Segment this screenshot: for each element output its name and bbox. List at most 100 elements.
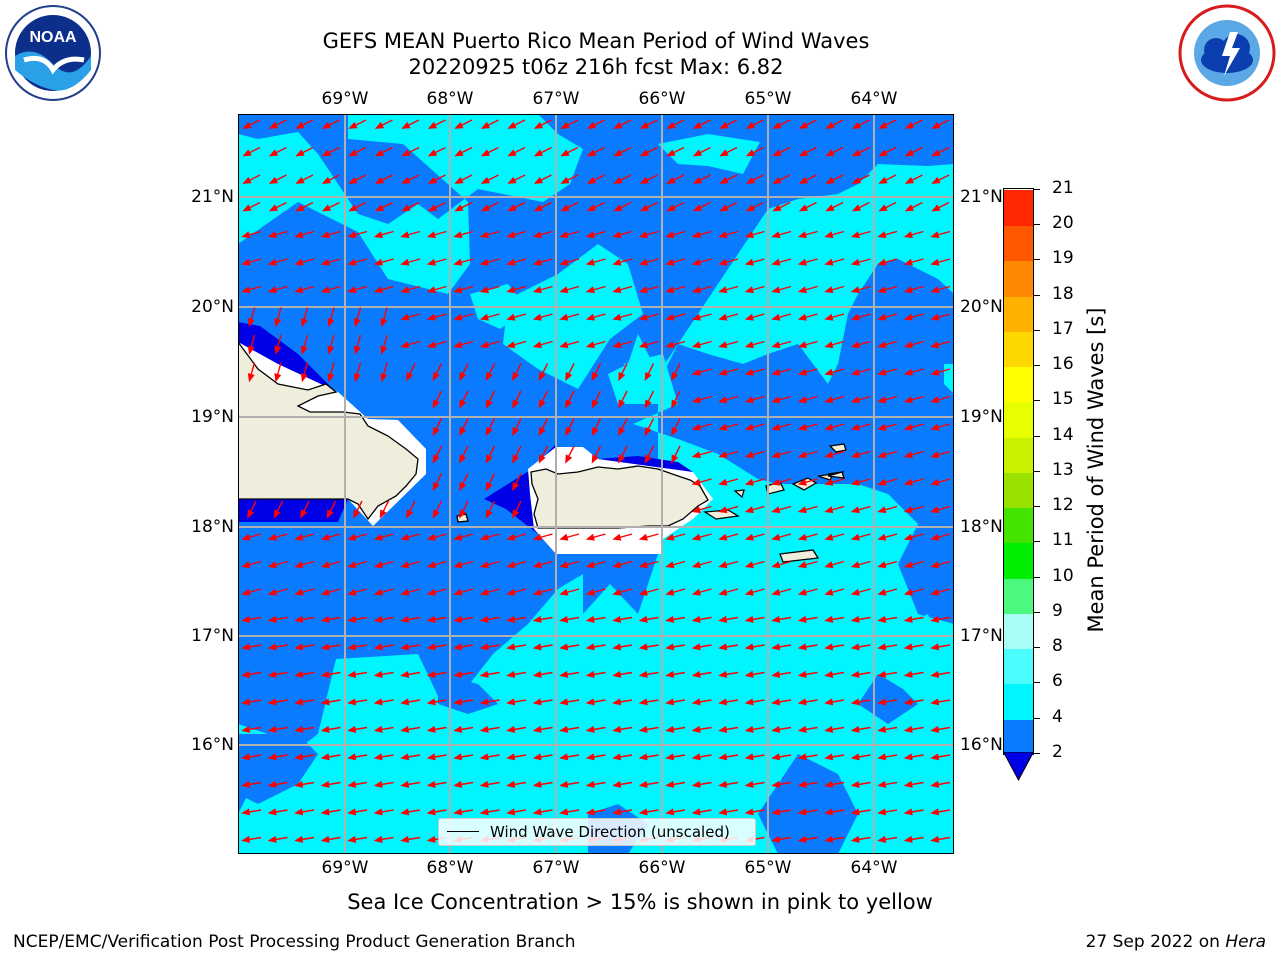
wave-arrow-head <box>533 176 544 184</box>
wave-arrow-head <box>453 258 463 266</box>
wave-arrow-head <box>744 231 754 239</box>
wave-arrow-head <box>744 643 754 651</box>
wave-arrow-head <box>745 176 756 184</box>
wave-arrow-head <box>797 258 807 266</box>
colorbar-tick-mark <box>1033 189 1040 190</box>
colorbar-tick-mark <box>1033 436 1040 437</box>
wave-arrow-head <box>373 698 383 706</box>
wave-arrow-head <box>613 121 623 129</box>
wave-arrow-head <box>267 258 277 266</box>
wave-arrow-head <box>797 396 807 404</box>
wave-arrow-head <box>532 670 542 678</box>
wave-arrow-head <box>532 533 542 541</box>
wave-arrow-head <box>585 533 595 541</box>
wave-arrow-head <box>638 670 648 678</box>
wave-arrow-head <box>426 561 436 569</box>
wave-arrow-head <box>559 588 569 596</box>
wave-arrow-head <box>320 643 330 651</box>
wave-arrow-head <box>532 725 542 733</box>
legend-line-sample <box>447 831 479 832</box>
wave-arrow-head <box>771 231 781 239</box>
colorbar-segment <box>1004 648 1033 684</box>
lat-label: 21°N <box>960 187 1003 207</box>
colorbar-segment <box>1004 613 1033 649</box>
wave-arrow-head <box>930 231 940 239</box>
wave-arrow-head <box>400 670 410 678</box>
wave-arrow-head <box>585 286 595 294</box>
wave-arrow-head <box>347 698 357 706</box>
colorbar-tick-label: 12 <box>1052 495 1074 515</box>
wave-arrow-head <box>904 121 915 129</box>
wave-arrow-head <box>294 533 304 541</box>
colorbar <box>1003 188 1034 755</box>
wave-arrow-head <box>320 231 330 239</box>
wave-arrow-head <box>321 176 332 184</box>
wave-arrow-head <box>559 753 569 761</box>
wave-arrow-head <box>559 561 569 569</box>
wave-arrow-head <box>321 204 332 212</box>
wave-arrow-head <box>903 533 913 541</box>
wave-arrow-head <box>585 258 595 266</box>
wave-arrow-head <box>400 835 410 843</box>
wave-arrow-head <box>479 615 489 623</box>
wave-arrow-head <box>877 313 887 321</box>
wave-arrow-head <box>373 780 383 788</box>
wave-arrow-head <box>453 286 463 294</box>
wave-arrow-head <box>432 509 440 519</box>
wave-arrow-head <box>850 313 860 321</box>
wave-arrow-head <box>268 121 279 129</box>
wave-arrow-head <box>744 423 754 431</box>
wave-arrow-head <box>559 808 569 816</box>
land <box>238 340 847 563</box>
colorbar-tick-label: 8 <box>1052 636 1063 656</box>
noaa-logo: NOAA <box>4 4 102 102</box>
wave-arrow-head <box>878 176 888 184</box>
wave-arrow-head <box>426 258 436 266</box>
wave-arrow-head <box>507 121 517 129</box>
colorbar-segment <box>1004 366 1033 402</box>
wave-arrow-head <box>400 808 410 816</box>
wave-arrow-head <box>798 121 809 129</box>
wave-arrow-head <box>585 808 595 816</box>
wave-arrow-head <box>479 588 489 596</box>
colorbar-tick-label: 10 <box>1052 566 1074 586</box>
wave-arrow-head <box>294 561 304 569</box>
wave-arrow-head <box>532 258 542 266</box>
wave-arrow-head <box>400 753 410 761</box>
wave-arrow-head <box>300 345 308 355</box>
wave-arrow-head <box>373 835 383 843</box>
wave-arrow-head <box>348 176 358 184</box>
wave-arrow-head <box>638 341 648 349</box>
wave-arrow-head <box>453 533 463 541</box>
wave-arrow-head <box>644 399 652 409</box>
wave-arrow-head <box>479 231 489 239</box>
wave-arrow-head <box>718 753 728 761</box>
lat-label: 18°N <box>960 517 1003 537</box>
wave-arrow-head <box>850 368 860 376</box>
wave-arrow-head <box>347 725 357 733</box>
wave-arrow-head <box>320 725 330 733</box>
wave-arrow-head <box>506 561 516 569</box>
wave-arrow-head <box>644 426 652 437</box>
wave-arrow-head <box>400 258 410 266</box>
wave-arrow-head <box>294 698 304 706</box>
wave-arrow-head <box>427 149 438 157</box>
lon-label: 64°W <box>850 89 898 109</box>
wave-arrow-head <box>824 423 834 431</box>
wave-arrow-head <box>692 149 703 157</box>
wave-arrow-head <box>320 615 330 623</box>
wave-arrow-head <box>719 204 729 212</box>
colorbar-segment <box>1004 401 1033 438</box>
footer-date-text: 27 Sep 2022 on <box>1085 932 1226 952</box>
wave-arrow-head <box>618 454 626 464</box>
wave-arrow-head <box>903 396 913 404</box>
wave-arrow-head <box>613 204 623 212</box>
wave-arrow-head <box>267 670 277 678</box>
wave-arrow-head <box>612 698 622 706</box>
wave-arrow-head <box>613 176 623 184</box>
wave-arrow-head <box>295 176 305 184</box>
wave-arrow-head <box>612 286 622 294</box>
lat-label: 16°N <box>960 735 1003 755</box>
wave-arrow-head <box>241 561 251 569</box>
wave-arrow-head <box>744 478 754 486</box>
